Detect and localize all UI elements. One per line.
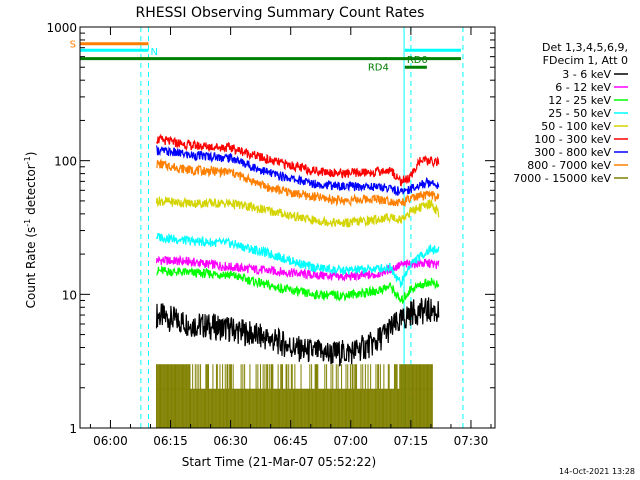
series-7000-15000-kev xyxy=(156,364,433,428)
series-line-7 xyxy=(156,158,440,208)
legend-header-line1: Det 1,3,4,5,6,9, xyxy=(542,41,628,54)
y-tick-label-1: 10 xyxy=(62,288,77,302)
x-tick-label-4: 07:00 xyxy=(333,434,368,448)
y-axis-ticks: 1 10 100 1000 xyxy=(46,21,495,436)
legend-entry-7: 800 - 7000 keV xyxy=(527,159,611,172)
series-line-0 xyxy=(155,297,440,367)
series-line-4 xyxy=(155,195,440,228)
plot-frame xyxy=(79,26,496,429)
y-axis-label-mid: detector xyxy=(24,164,38,219)
y-axis-label-main: Count Rate (s xyxy=(24,227,38,309)
flag-label-S: S xyxy=(70,40,76,51)
flag-label-N: N xyxy=(150,47,157,58)
legend-header-line2: FDecim 1, Att 0 xyxy=(543,54,628,67)
series-line-3 xyxy=(155,232,440,288)
x-tick-label-1: 06:15 xyxy=(153,434,188,448)
y-axis-label-sup2: -1 xyxy=(23,156,32,164)
series-line-6 xyxy=(155,145,440,197)
legend-entry-0: 3 - 6 keV xyxy=(562,68,611,81)
x-tick-label-0: 06:00 xyxy=(93,434,128,448)
y-tick-label-0: 1 xyxy=(69,422,77,436)
flag-label-RD4: RD4 xyxy=(368,63,389,74)
plot-area: S N RD0 RD4 xyxy=(70,27,464,428)
legend-entry-1: 6 - 12 keV xyxy=(555,81,611,94)
x-tick-label-2: 06:30 xyxy=(213,434,248,448)
x-tick-label-6: 07:30 xyxy=(454,434,489,448)
legend-entry-4: 50 - 100 keV xyxy=(541,120,611,133)
legend-entry-3: 25 - 50 keV xyxy=(548,107,611,120)
legend-entry-2: 12 - 25 keV xyxy=(548,94,611,107)
y-axis-label-sup1: -1 xyxy=(23,219,32,227)
x-tick-label-3: 06:45 xyxy=(273,434,308,448)
x-axis-ticks: 06:00 06:15 06:30 06:45 07:00 07:15 07:30 xyxy=(89,27,492,448)
chart-title: RHESSI Observing Summary Count Rates xyxy=(136,5,425,21)
series-line-5 xyxy=(155,133,440,187)
axes xyxy=(79,26,496,429)
series-line-2 xyxy=(156,265,440,305)
y-tick-label-2: 100 xyxy=(54,155,77,169)
y-tick-label-3: 1000 xyxy=(46,21,77,35)
legend-entry-6: 300 - 800 keV xyxy=(534,146,611,159)
y-axis-label-end: ) xyxy=(24,152,38,157)
legend: Det 1,3,4,5,6,9, FDecim 1, Att 0 3 - 6 k… xyxy=(513,41,628,185)
flag-label-RD0: RD0 xyxy=(407,55,428,66)
footer-timestamp: 14-Oct-2021 13:28 xyxy=(559,467,635,476)
x-tick-label-5: 07:15 xyxy=(394,434,429,448)
legend-entry-8: 7000 - 15000 keV xyxy=(513,172,611,185)
y-axis-label: Count Rate (s-1 detector-1) xyxy=(23,152,38,309)
x-axis-label: Start Time (21-Mar-07 05:52:22) xyxy=(182,455,376,469)
legend-entry-5: 100 - 300 keV xyxy=(534,133,611,146)
